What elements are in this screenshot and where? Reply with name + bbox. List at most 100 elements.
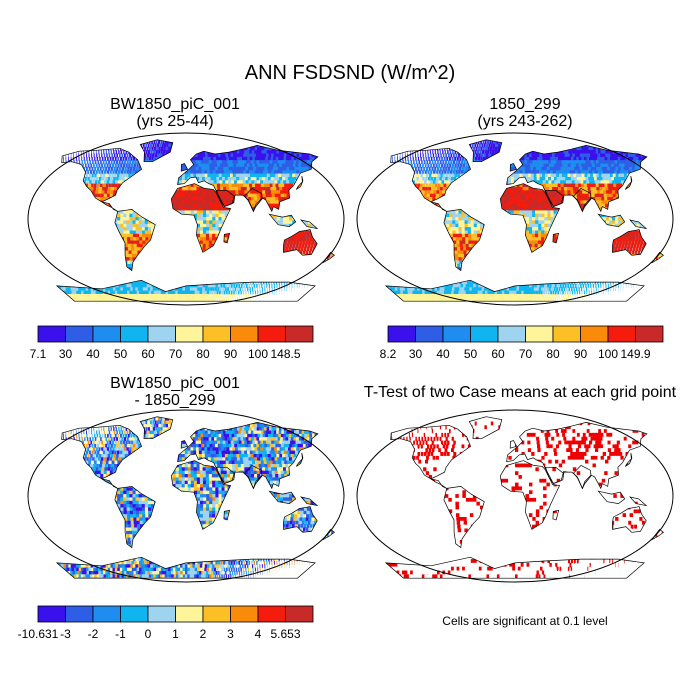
coastline-eurasia <box>177 422 319 490</box>
colorbar-swatch <box>580 325 609 343</box>
colorbar-swatch <box>257 325 286 343</box>
coastline-seAsiaIslands <box>597 213 626 227</box>
coastline-africa <box>170 183 232 253</box>
colorbar-case1: 7.1 30 40 50 60 70 80 90 100 148.5 <box>30 325 314 361</box>
coastline-africa <box>499 183 561 253</box>
coastline-newGuinea <box>629 496 648 507</box>
colorbar-label: 80 <box>546 347 560 361</box>
coastline-madagascar <box>552 232 560 244</box>
coastline-arabia <box>216 466 235 485</box>
colorbar-swatch <box>175 605 204 623</box>
colorbar-label: 5.653 <box>270 627 300 641</box>
coastline-southAmerica <box>114 209 156 272</box>
coastline-australia <box>612 506 647 533</box>
panel-title-ttest: T-Test of two Case means at each grid po… <box>363 384 677 401</box>
colorbar-label: 3 <box>227 627 234 641</box>
coastline-uk <box>509 163 518 172</box>
coastline-seAsiaIslands <box>597 490 626 504</box>
coastline-australia <box>612 229 647 256</box>
colorbar-swatch <box>147 325 176 343</box>
colorbar-label: 0 <box>145 627 152 641</box>
coastline-uk <box>180 163 189 172</box>
colorbar-label: 30 <box>59 347 73 361</box>
coastlines <box>384 416 664 579</box>
colorbar-swatch <box>37 605 66 623</box>
coastline-seAsiaIslands <box>268 490 297 504</box>
colorbar-swatch <box>120 325 149 343</box>
colorbar-swatch <box>285 325 314 343</box>
coastline-southAmerica <box>114 486 156 549</box>
colorbar-label: -3 <box>60 627 71 641</box>
coastlines <box>55 139 335 302</box>
coastline-antarctica <box>384 279 645 302</box>
coastline-madagascar <box>223 509 231 521</box>
coastlines <box>55 416 335 579</box>
coastline-greenland <box>139 139 174 163</box>
colorbar-swatch <box>65 605 94 623</box>
panel-subtitle-case1: (yrs 25-44) <box>136 113 214 130</box>
colorbar-label: 1 <box>172 627 179 641</box>
colorbar-label: 60 <box>491 347 505 361</box>
colorbar-swatch <box>202 605 231 623</box>
colorbar-label: -10.631 <box>18 627 59 641</box>
colorbar-label: 4 <box>255 627 262 641</box>
coastline-japan <box>625 175 633 190</box>
coastline-arabia <box>216 189 235 208</box>
coastline-australia <box>283 506 318 533</box>
coastline-india <box>244 464 263 490</box>
coastline-africa <box>170 460 232 530</box>
colorbar-label: 50 <box>114 347 128 361</box>
coastline-africa <box>499 460 561 530</box>
colorbar-label: 100 <box>598 347 618 361</box>
colorbar-swatch <box>635 325 664 343</box>
coastline-japan <box>296 452 304 467</box>
colorbar-swatch <box>552 325 581 343</box>
coastline-madagascar <box>223 232 231 244</box>
colorbar-swatch <box>230 325 259 343</box>
colorbar-swatch <box>285 605 314 623</box>
coastline-northAmerica <box>61 147 143 203</box>
colorbar-case2: 8.2 30 40 50 60 70 80 90 100 149.9 <box>380 325 664 361</box>
colorbar-swatch <box>525 325 554 343</box>
main-title: ANN FSDSND (W/m^2) <box>244 62 456 84</box>
coastline-arabia <box>545 466 564 485</box>
colorbar-swatch <box>175 325 204 343</box>
colorbar-swatch <box>607 325 636 343</box>
colorbar-label: 70 <box>169 347 183 361</box>
coastline-northAmerica <box>61 424 143 480</box>
colorbar-swatch <box>497 325 526 343</box>
coastline-antarctica <box>55 279 316 302</box>
coastline-greenland <box>468 139 503 163</box>
colorbar-swatch <box>37 325 66 343</box>
panel-title-diff: BW1850_piC_001 <box>110 375 240 392</box>
coastline-newGuinea <box>629 219 648 230</box>
panel-subtitle-case2: (yrs 243-262) <box>477 113 573 130</box>
colorbar-label: 7.1 <box>30 347 47 361</box>
colorbar-swatch <box>147 605 176 623</box>
coastline-southAmerica <box>443 486 485 549</box>
colorbar-label: 60 <box>141 347 155 361</box>
coastline-northAmerica <box>390 424 472 480</box>
coastline-northAmerica <box>390 147 472 203</box>
coastline-india <box>244 187 263 213</box>
colorbar-swatch <box>65 325 94 343</box>
colorbar-swatch <box>387 325 416 343</box>
coastline-uk <box>180 440 189 449</box>
coastline-uk <box>509 440 518 449</box>
colorbar-diff: -10.631 -3 -2 -1 0 1 2 3 4 5.653 <box>18 605 314 641</box>
colorbar-label: -1 <box>115 627 126 641</box>
colorbar-swatch <box>442 325 471 343</box>
coastline-southAmerica <box>443 209 485 272</box>
colorbar-label: 90 <box>224 347 238 361</box>
coastline-eurasia <box>177 145 319 213</box>
colorbar-swatch <box>202 325 231 343</box>
globe-outline <box>356 132 674 306</box>
colorbar-label: 40 <box>436 347 450 361</box>
colorbar-label: 100 <box>248 347 268 361</box>
coastline-australia <box>283 229 318 256</box>
colorbar-swatch <box>257 605 286 623</box>
globe-outline <box>356 409 674 583</box>
panel-subtitle-diff: - 1850_299 <box>134 392 216 409</box>
colorbar-label: 149.9 <box>620 347 650 361</box>
colorbar-label: 148.5 <box>270 347 300 361</box>
